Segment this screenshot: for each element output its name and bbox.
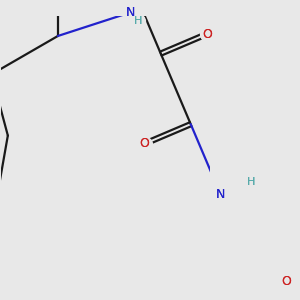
Text: O: O xyxy=(202,28,212,40)
Text: N: N xyxy=(216,188,225,201)
Text: O: O xyxy=(202,28,212,40)
Text: O: O xyxy=(281,275,291,288)
Text: O: O xyxy=(140,137,150,150)
Text: O: O xyxy=(140,137,150,150)
Text: O: O xyxy=(281,275,291,288)
Text: H: H xyxy=(134,16,142,26)
Text: H: H xyxy=(247,177,256,187)
Text: N: N xyxy=(126,6,136,19)
Text: H: H xyxy=(247,177,256,187)
Text: N: N xyxy=(216,188,225,201)
Text: H: H xyxy=(134,16,142,26)
Text: N: N xyxy=(126,6,136,19)
